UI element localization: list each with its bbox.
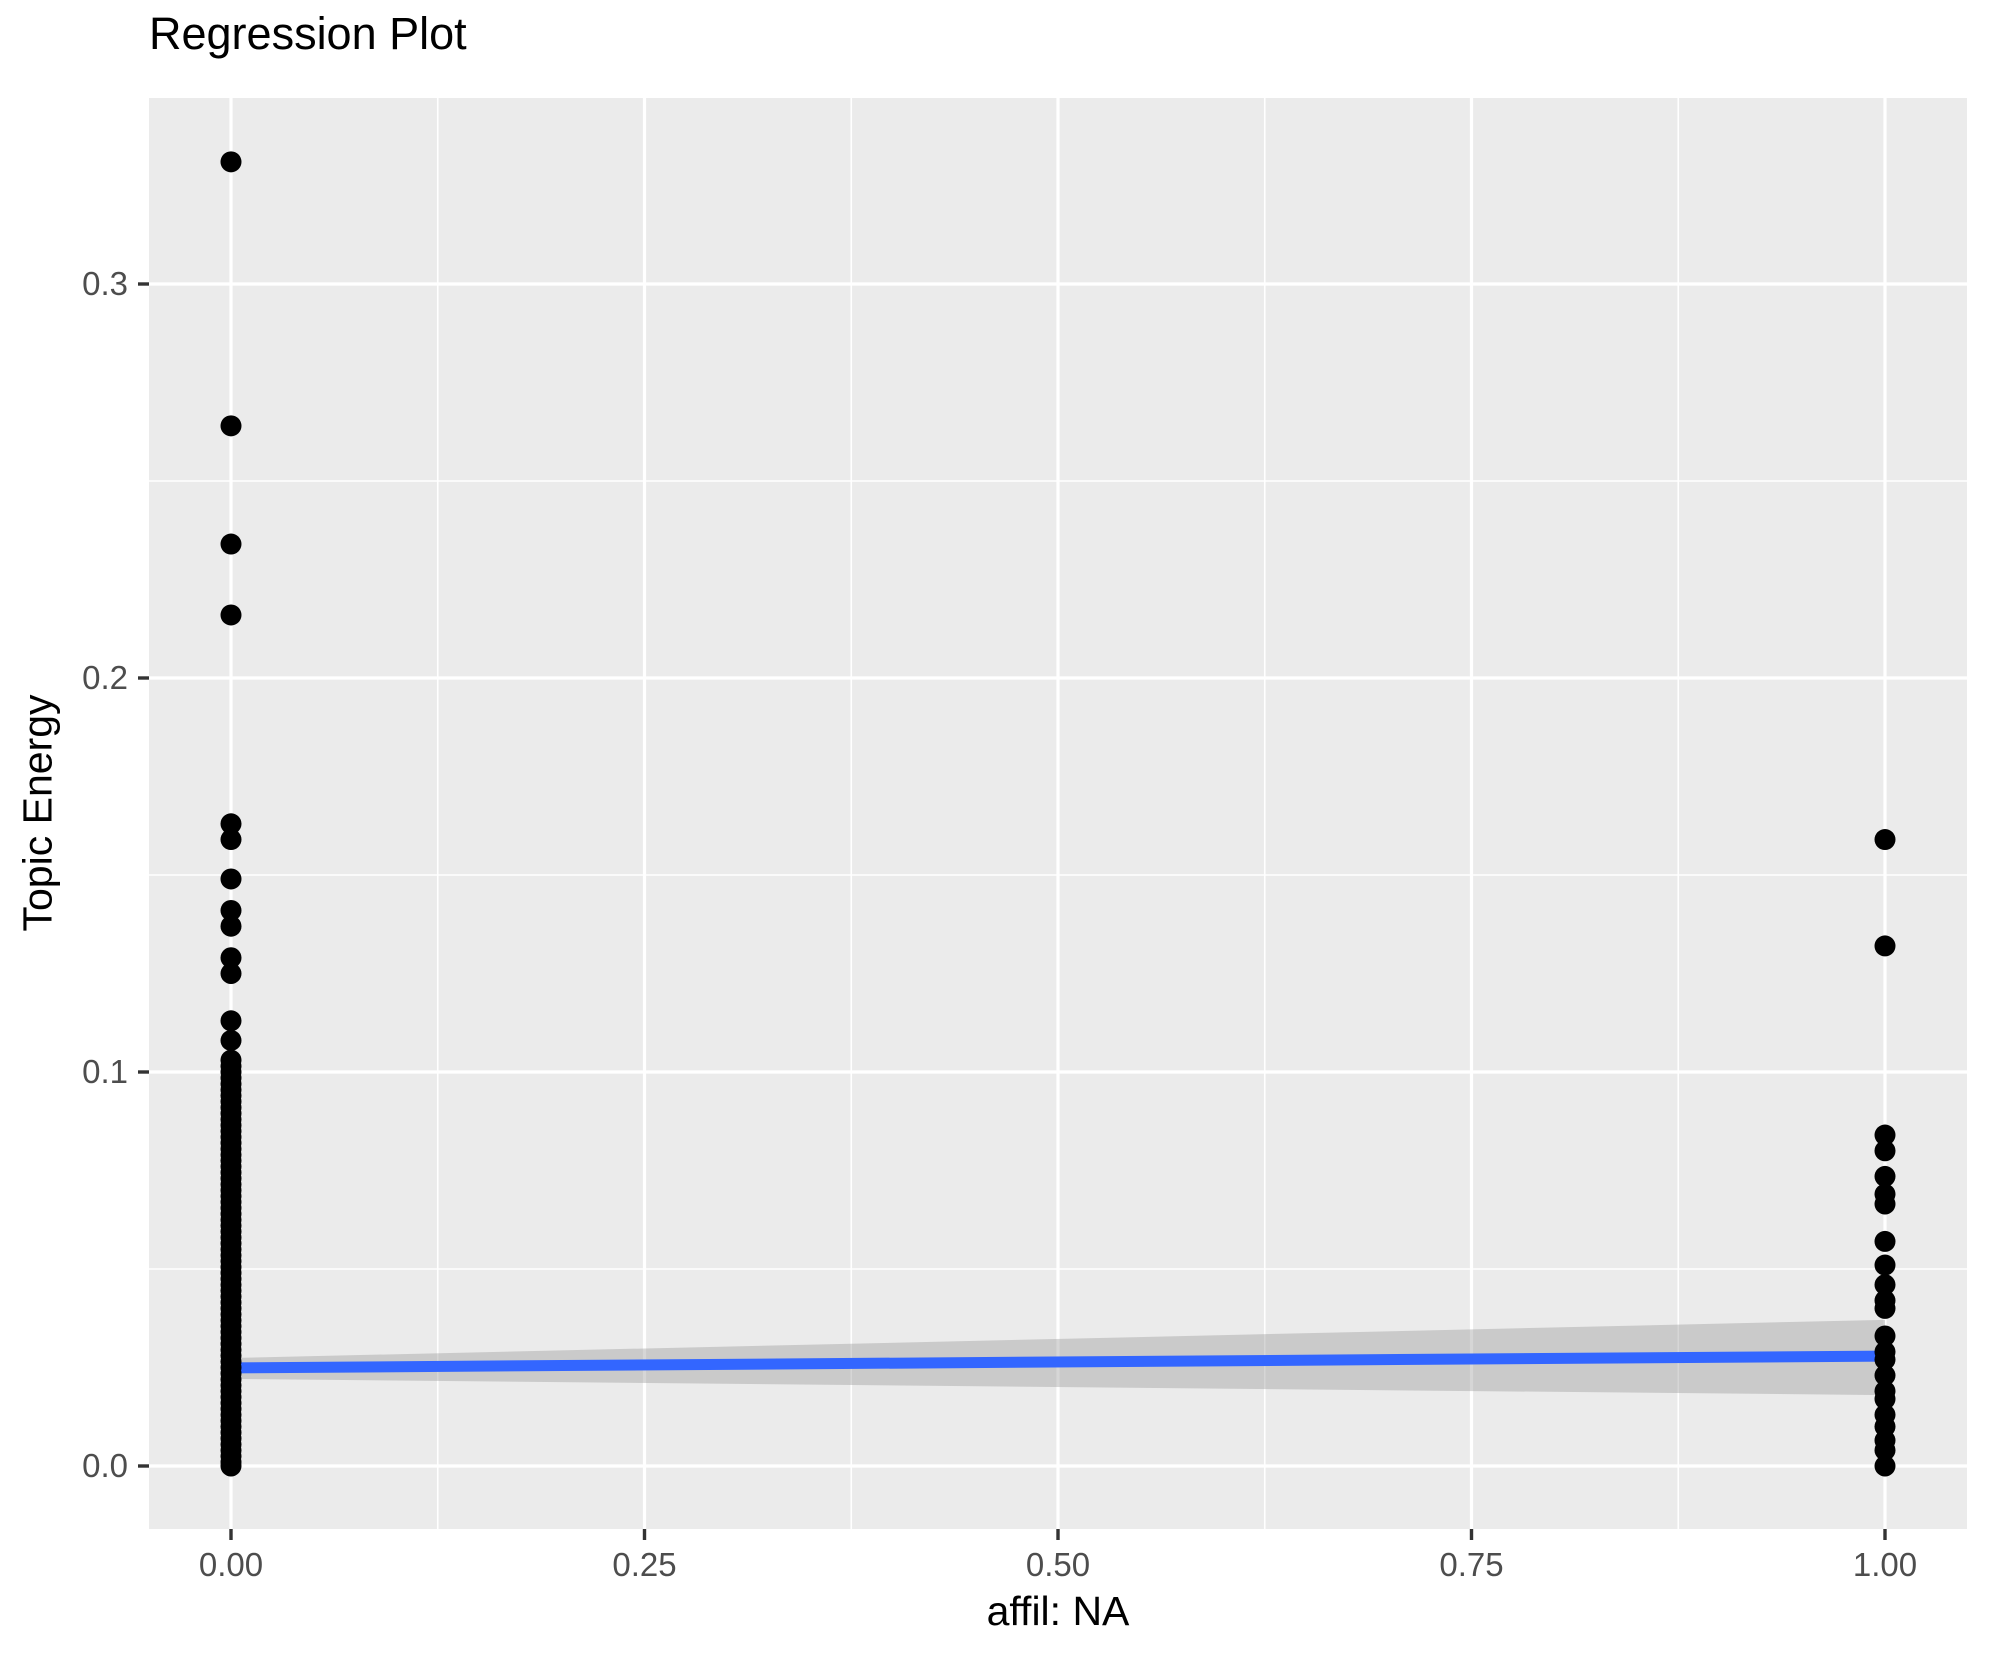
data-point bbox=[1874, 1349, 1896, 1371]
data-point bbox=[220, 829, 242, 851]
x-tick-label: 0.00 bbox=[198, 1546, 264, 1583]
data-point bbox=[1874, 1364, 1896, 1386]
data-point bbox=[220, 963, 242, 984]
y-tick-label: 0.0 bbox=[82, 1447, 128, 1484]
data-point bbox=[220, 899, 242, 921]
data-point bbox=[1874, 1439, 1896, 1461]
regression-line bbox=[230, 1350, 1886, 1374]
data-point bbox=[1874, 1165, 1896, 1187]
data-point bbox=[1874, 1297, 1896, 1319]
data-point bbox=[1874, 1124, 1896, 1146]
plot-title: Regression Plot bbox=[149, 8, 467, 59]
data-point bbox=[220, 1029, 242, 1051]
data-point bbox=[1874, 829, 1896, 851]
data-point bbox=[1874, 1254, 1896, 1276]
data-point bbox=[220, 604, 242, 626]
data-point bbox=[1874, 935, 1896, 957]
data-point bbox=[220, 915, 242, 937]
y-tick-label: 0.3 bbox=[82, 265, 128, 302]
y-axis-title: Topic Energy bbox=[14, 694, 61, 932]
data-point bbox=[1874, 1193, 1896, 1215]
data-point bbox=[220, 151, 242, 173]
x-tick-label: 0.75 bbox=[1439, 1546, 1504, 1583]
data-point bbox=[220, 813, 242, 835]
data-point bbox=[220, 415, 242, 437]
data-point bbox=[1874, 1388, 1896, 1410]
x-tick-label: 1.00 bbox=[1852, 1546, 1918, 1583]
x-axis-title: affil: NA bbox=[986, 1588, 1130, 1634]
data-point bbox=[1874, 1455, 1896, 1477]
data-point bbox=[1874, 1325, 1896, 1347]
data-point bbox=[220, 1010, 242, 1032]
data-point bbox=[220, 947, 242, 969]
data-point bbox=[1874, 1230, 1896, 1252]
x-tick-label: 0.25 bbox=[612, 1546, 677, 1583]
data-point bbox=[1874, 1274, 1896, 1296]
data-point bbox=[1874, 1140, 1896, 1162]
data-point bbox=[220, 1455, 242, 1477]
data-point bbox=[220, 868, 242, 890]
data-point bbox=[220, 533, 242, 555]
x-tick-label: 0.50 bbox=[1025, 1546, 1091, 1583]
y-tick-label: 0.2 bbox=[82, 659, 128, 696]
y-tick-label: 0.1 bbox=[82, 1053, 128, 1090]
